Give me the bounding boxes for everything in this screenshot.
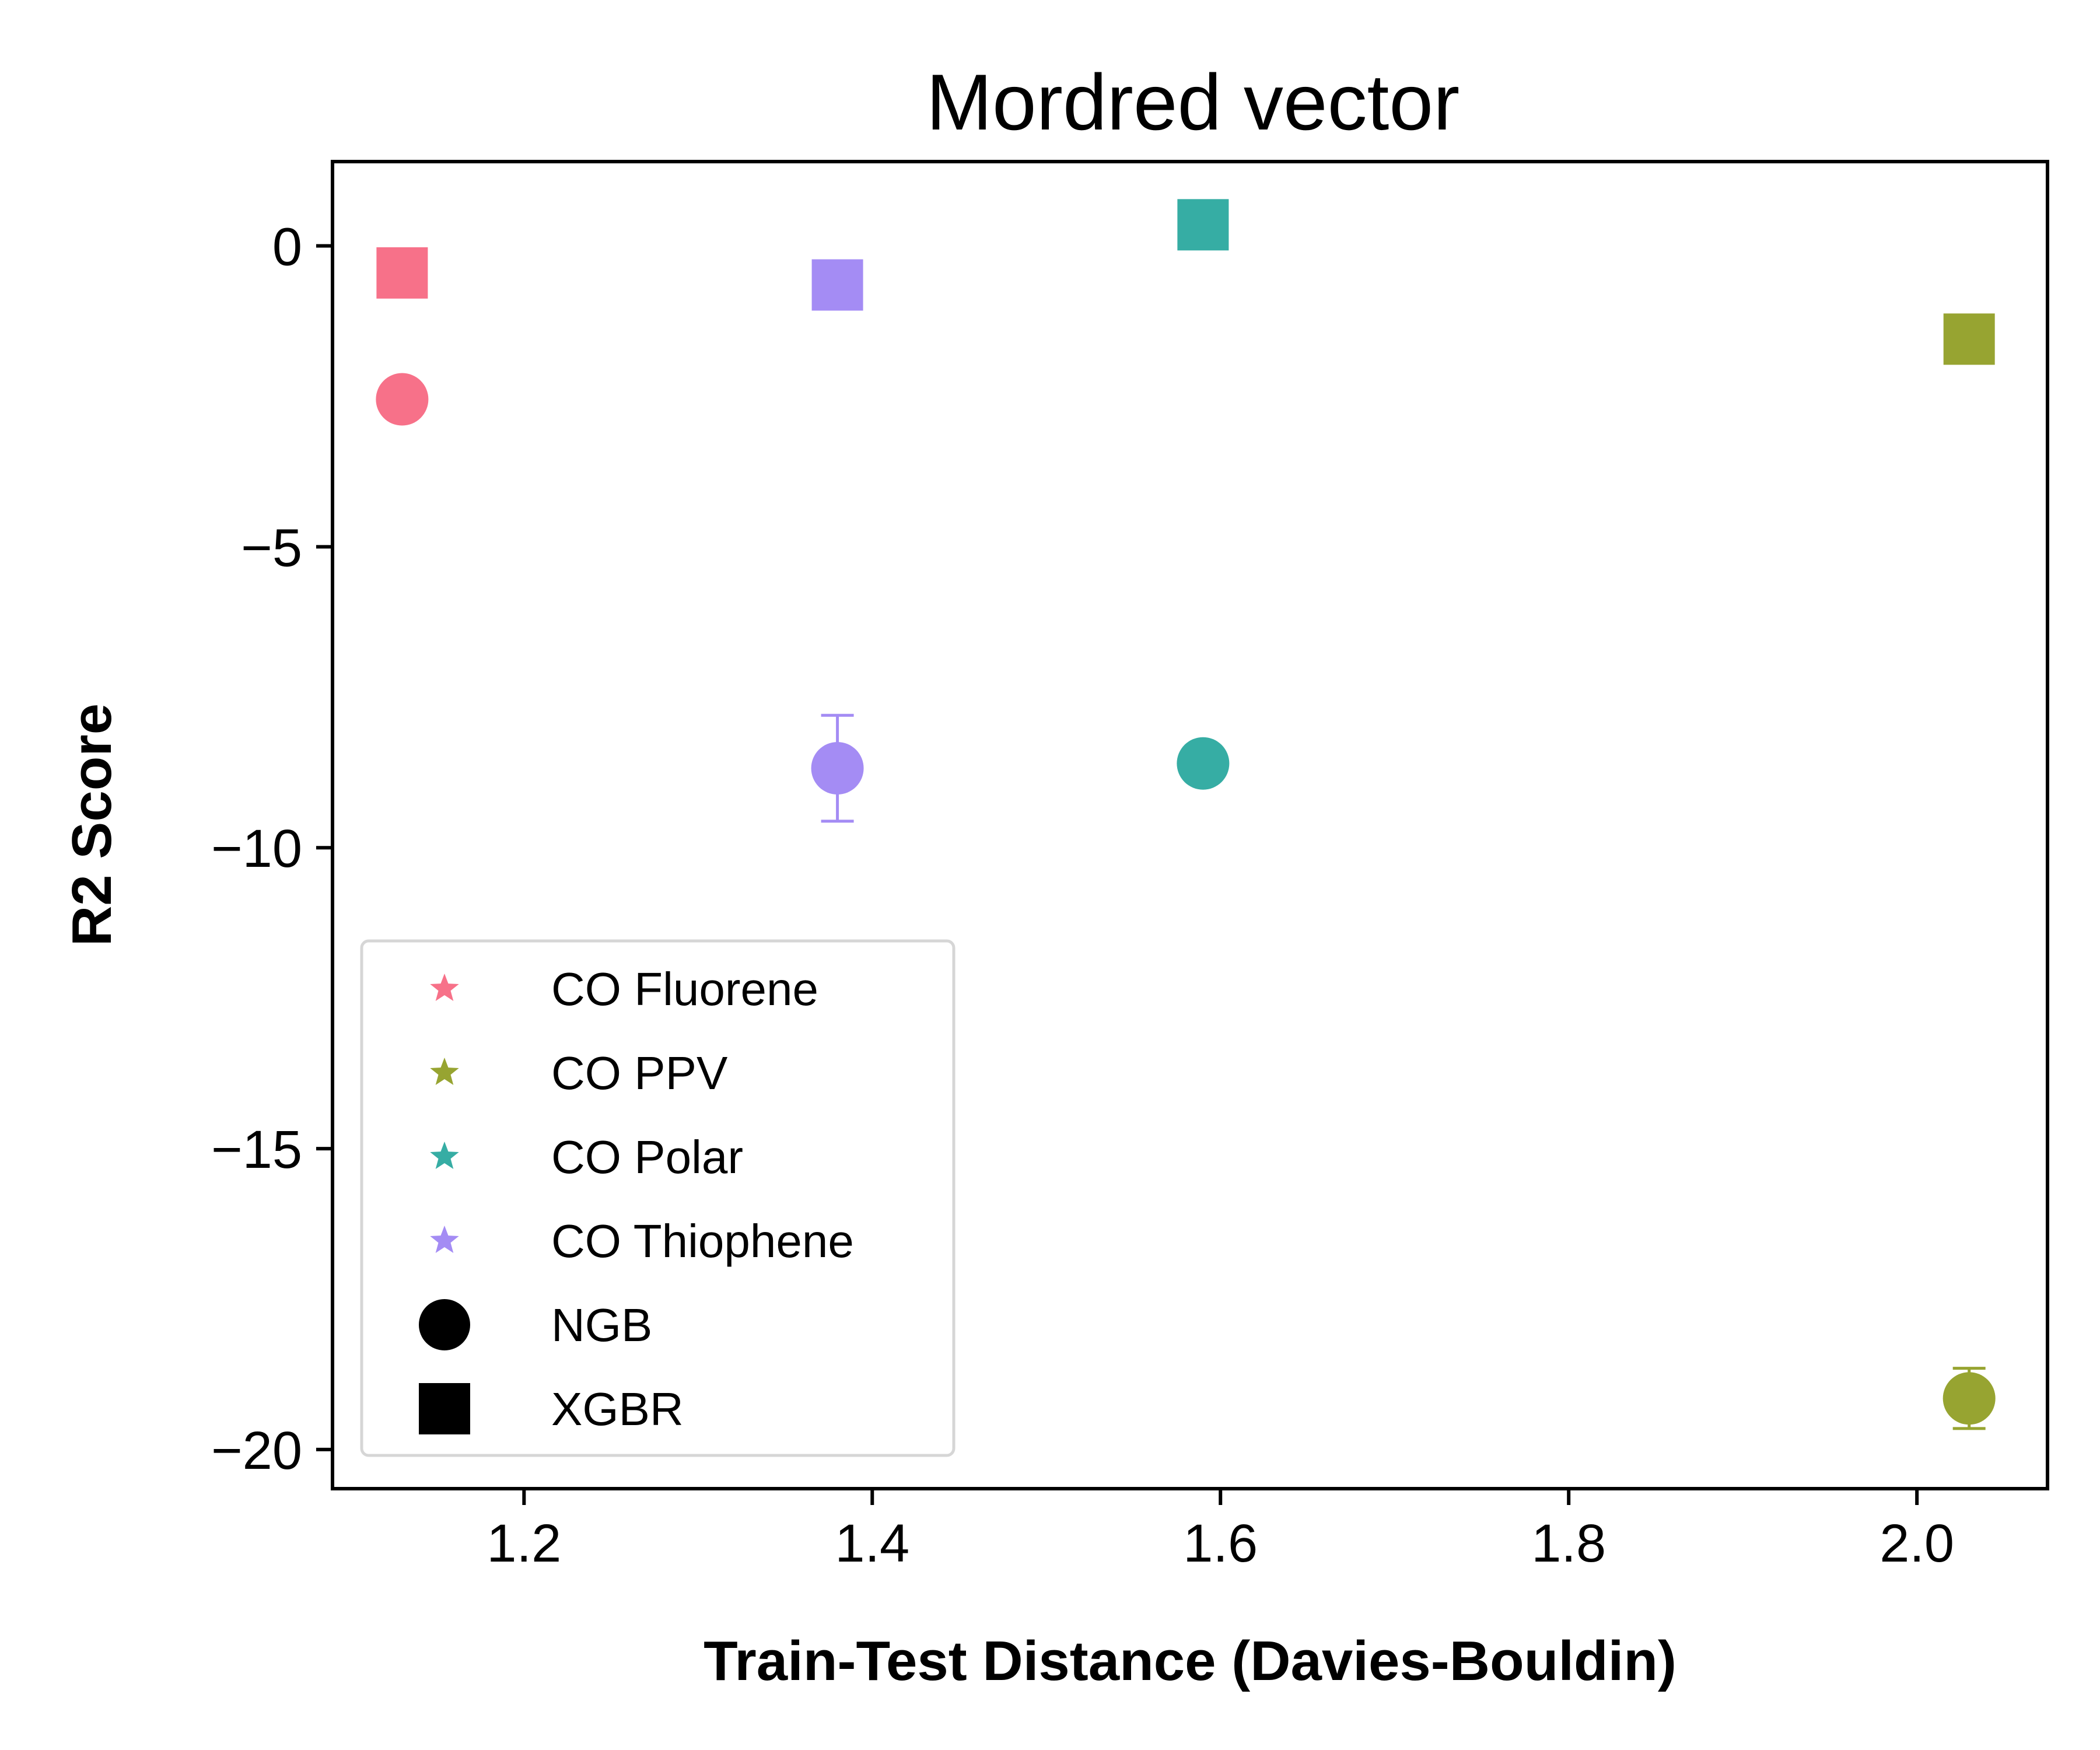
- y-axis: 0 −5 −10 −15 −20: [211, 217, 332, 1480]
- co-ppv-ngb-point: [1943, 1372, 1996, 1425]
- co-polar-xgbr-point: [1177, 199, 1229, 251]
- y-tick-label: 0: [272, 217, 302, 276]
- legend-star-icon: [430, 1226, 459, 1253]
- plot-frame: [331, 160, 2049, 1490]
- legend-circle-icon: [419, 1299, 470, 1350]
- legend-frame: [360, 939, 956, 1457]
- legend: CO Fluorene CO PPV CO Polar CO Thiophene NGB…: [360, 939, 956, 1457]
- co-fluorene-xgbr-point: [376, 247, 428, 299]
- legend-star-icon: [430, 974, 459, 1001]
- y-tick-label: −5: [241, 518, 302, 578]
- legend-label: CO Polar: [551, 1131, 743, 1183]
- y-tick-label: −20: [211, 1421, 302, 1480]
- y-axis-title: R2 Score: [61, 704, 123, 946]
- legend-label: CO PPV: [551, 1047, 728, 1099]
- co-thiophene-ngb-point: [811, 742, 864, 794]
- y-tick-label: −15: [211, 1120, 302, 1180]
- co-polar-ngb-point: [1177, 737, 1230, 790]
- y-tick-label: −10: [211, 819, 302, 878]
- x-tick-label: 1.4: [835, 1514, 909, 1573]
- legend-label: CO Thiophene: [551, 1215, 854, 1267]
- legend-square-icon: [419, 1383, 470, 1434]
- x-axis: 1.2 1.4 1.6 1.8 2.0: [487, 1489, 1954, 1573]
- x-tick-label: 2.0: [1880, 1514, 1954, 1573]
- x-tick-label: 1.6: [1183, 1514, 1258, 1573]
- legend-label: NGB: [551, 1299, 652, 1351]
- legend-label: XGBR: [551, 1383, 684, 1435]
- x-tick-label: 1.8: [1531, 1514, 1606, 1573]
- data-points: [376, 199, 1996, 1430]
- chart-title: Mordred vector: [926, 58, 1460, 146]
- legend-star-icon: [430, 1142, 459, 1169]
- x-tick-label: 1.2: [487, 1514, 561, 1573]
- co-ppv-xgbr-point: [1943, 313, 1995, 365]
- co-thiophene-xgbr-point: [811, 259, 863, 311]
- legend-star-icon: [430, 1058, 459, 1085]
- co-fluorene-ngb-point: [376, 373, 429, 426]
- legend-label: CO Fluorene: [551, 963, 818, 1015]
- plot-area: 1.2 1.4 1.6 1.8 2.0 0 −5 −10 −15 −20: [211, 160, 2049, 1573]
- x-axis-title: Train-Test Distance (Davies-Bouldin): [704, 1630, 1676, 1692]
